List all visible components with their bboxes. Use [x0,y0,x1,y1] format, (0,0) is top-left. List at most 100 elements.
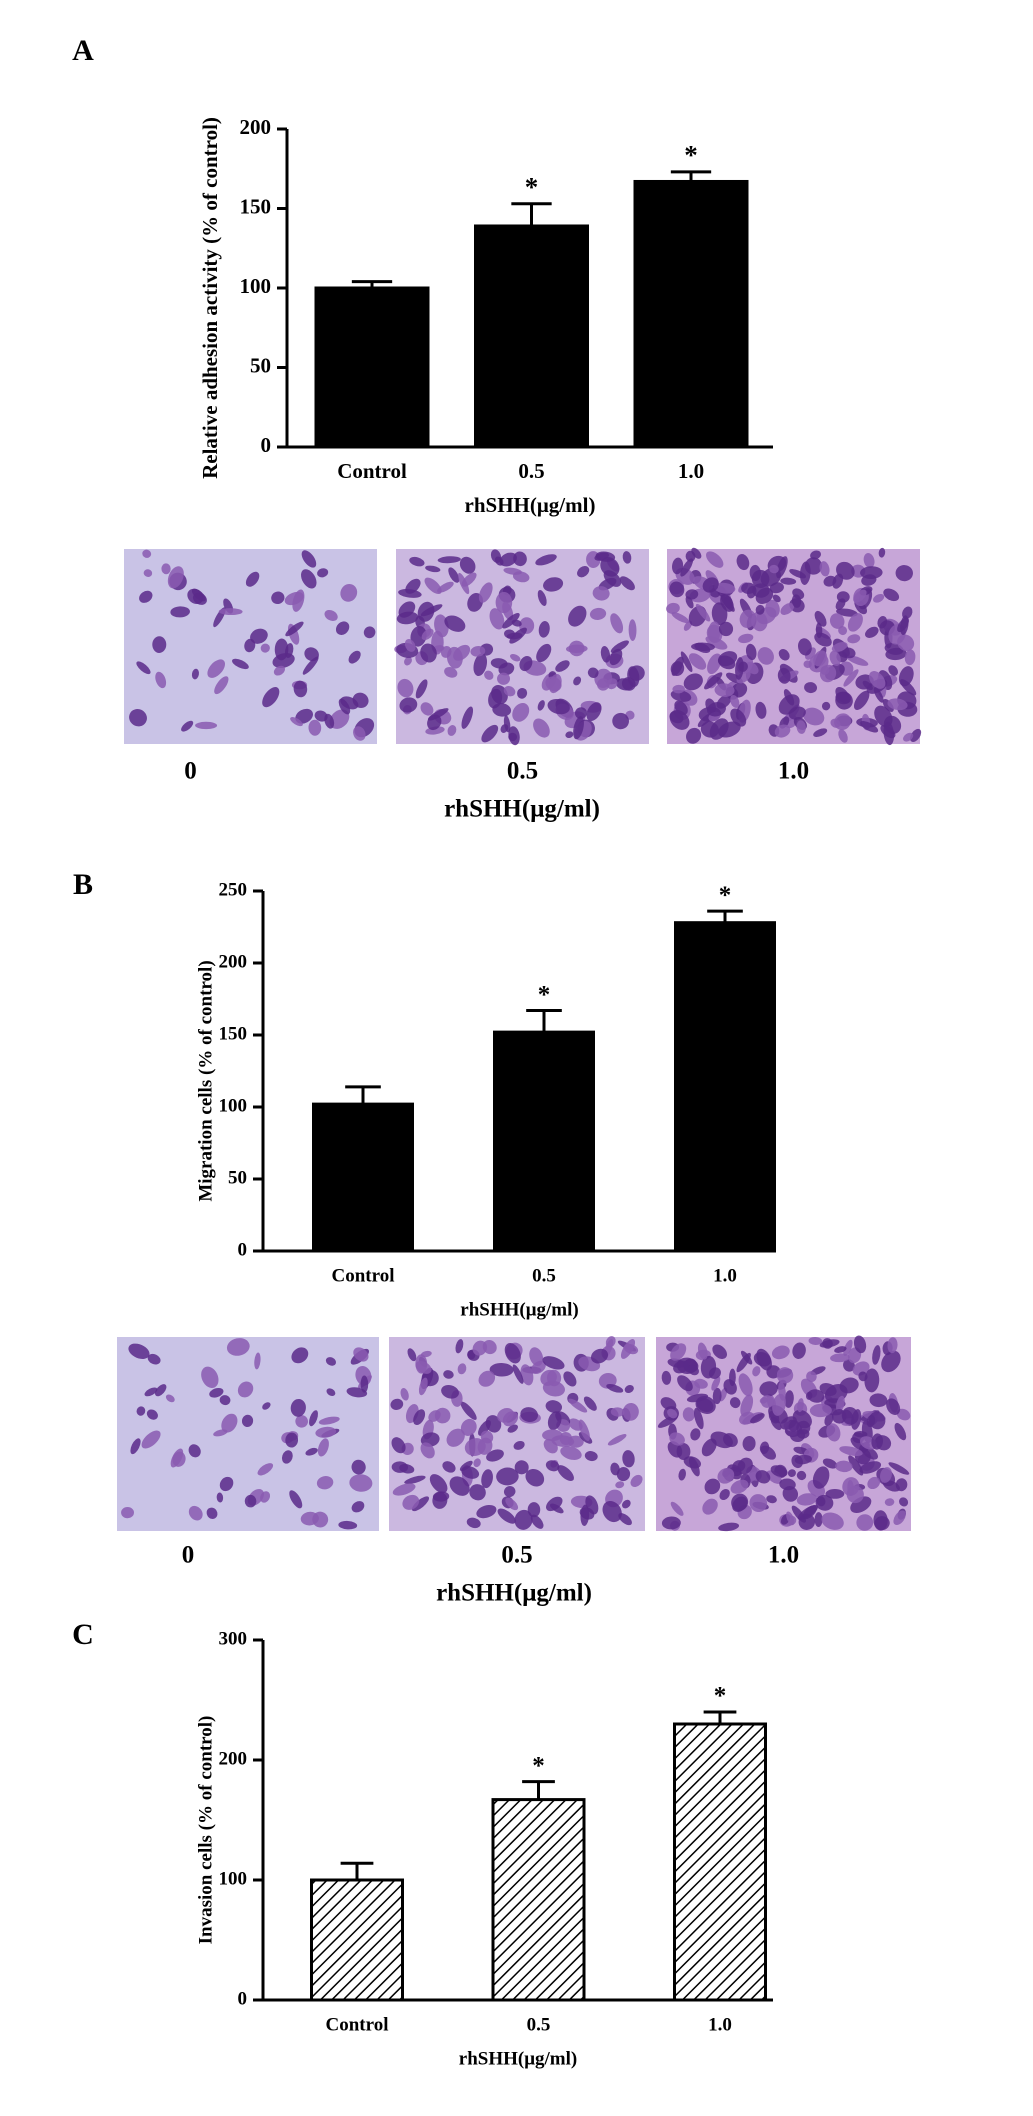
cell [832,573,844,589]
cell [847,634,861,644]
panel-label: C [72,1618,94,1651]
cell [792,1342,806,1359]
cell [688,653,707,670]
cell [871,1433,884,1450]
cell [396,611,419,625]
cell [146,1409,158,1420]
cell [740,1394,754,1417]
cell [731,1493,749,1511]
cell [706,551,724,568]
cell [458,572,470,595]
cell [399,697,418,713]
cell [509,653,521,662]
x-tick-label: Control [337,459,407,483]
cell [530,1514,544,1529]
cell [260,643,270,653]
cell [736,554,750,571]
cell [834,713,852,730]
cell [621,1499,631,1509]
cell [796,1493,818,1506]
image-axis-label: rhSHH(μg/ml) [444,796,600,823]
cell [338,1520,358,1530]
panel-label: A [72,34,94,67]
cell [262,687,280,708]
cell [326,1388,336,1396]
cell [281,1450,293,1464]
cell [420,1350,432,1358]
cell [873,593,885,603]
cell [784,1390,794,1408]
y-tick-label: 50 [228,1167,247,1188]
cell [883,588,900,602]
cell [441,1384,459,1399]
cell [434,1407,451,1424]
significance-mark: * [714,1683,727,1710]
cell [429,1474,448,1494]
cell [666,602,680,614]
x-tick-label: 0.5 [527,2014,551,2035]
cell [779,1478,796,1491]
y-tick-label: 0 [238,1988,248,2009]
cell [882,1480,900,1492]
cell [466,1517,481,1529]
cell [843,669,859,687]
cell [807,1389,825,1403]
cell [835,1460,853,1473]
cell [538,621,550,638]
cell [407,1348,417,1362]
cell [756,1348,772,1371]
cell [455,1339,464,1354]
cell [545,1400,563,1413]
cell [859,1461,882,1474]
x-axis-label: rhSHH(μg/ml) [459,2048,577,2069]
cell [669,581,685,598]
cell [392,1483,416,1496]
cell [729,1397,741,1409]
image-axis-label: rhSHH(μg/ml) [436,1580,592,1607]
cell [630,1474,643,1488]
cell [291,1347,309,1364]
cell [301,550,317,568]
cell [226,1338,250,1356]
cell [188,1505,203,1521]
cell [682,1407,695,1422]
cell [130,1438,141,1455]
y-axis-label: Migration cells (% of control) [195,960,216,1201]
cell [832,1409,847,1424]
cell [755,587,774,604]
cell [706,702,726,717]
cell [714,582,736,594]
cell [757,647,774,665]
cell [128,1343,150,1359]
cell [765,599,780,618]
cell [735,657,744,680]
cell [824,1413,834,1426]
cell [772,594,781,603]
y-tick-label: 100 [219,1868,248,1889]
cell [195,721,218,730]
cell [580,1504,590,1526]
cell [877,615,888,629]
cell [152,636,167,653]
cell [904,649,916,666]
cell [759,1381,778,1397]
cell [404,638,416,652]
cell [872,1345,881,1365]
cell [565,644,588,653]
x-tick-label: Control [326,2014,389,2035]
cell [813,728,828,737]
cell [542,1429,563,1442]
cell [702,577,719,593]
cell [437,556,461,564]
cell [788,706,806,720]
cell [755,604,765,615]
cell [796,720,806,734]
cell [273,665,285,676]
cell [819,561,830,577]
cell [829,613,845,629]
cell [488,688,503,709]
cell [729,1368,736,1387]
cell [731,682,748,698]
cell [777,667,791,684]
cell [573,676,582,686]
